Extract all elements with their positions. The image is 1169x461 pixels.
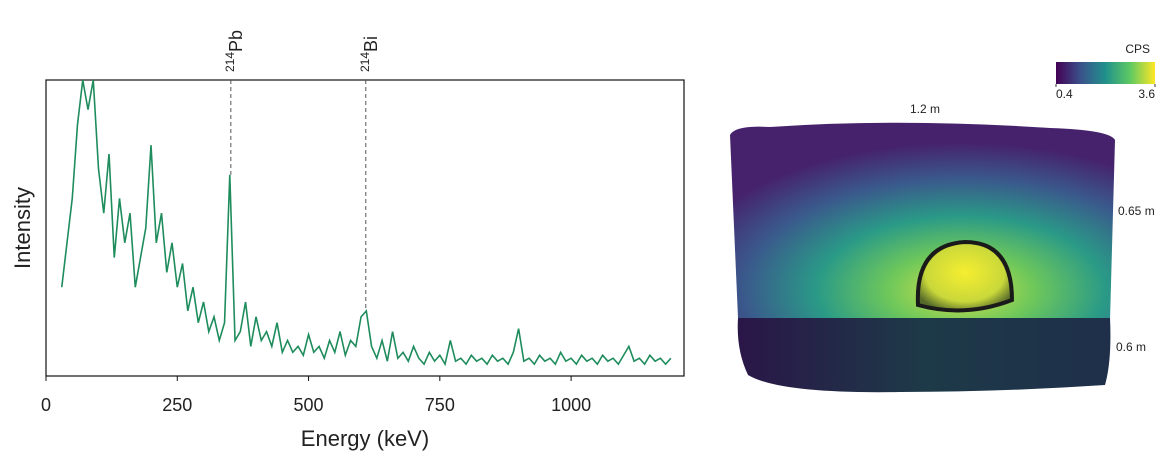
x-tick-label: 0 bbox=[41, 395, 51, 415]
plot-frame bbox=[45, 79, 685, 377]
peak-mass: 214 bbox=[223, 52, 237, 72]
dimension-label: 1.2 m bbox=[910, 102, 940, 116]
x-tick-label: 1000 bbox=[551, 395, 591, 415]
x-tick-label: 500 bbox=[294, 395, 324, 415]
dimension-label: 0.65 m bbox=[1118, 204, 1155, 218]
dimension-label: 0.6 m bbox=[1116, 340, 1146, 354]
x-tick-label: 750 bbox=[425, 395, 455, 415]
spectrum-line bbox=[60, 79, 672, 367]
peak-symbol: Pb bbox=[226, 30, 246, 52]
colorbar-tick-label: 3.6 bbox=[1138, 87, 1155, 101]
floor-scan bbox=[737, 318, 1111, 393]
colorbar-tick-label: 0.4 bbox=[1056, 87, 1073, 101]
spectrum-panel: Intensity Energy (keV) bbox=[10, 79, 685, 451]
x-axis-label: Energy (keV) bbox=[301, 426, 429, 451]
colorbar-label: CPS bbox=[1125, 42, 1150, 56]
scan-panel: CPS 1.2 m 0.65 m 0.6 m bbox=[730, 42, 1155, 393]
peak-label: 214Pb bbox=[223, 30, 246, 72]
peak-label: 214Bi bbox=[358, 36, 381, 72]
colorbar bbox=[1056, 62, 1155, 84]
peak-mass: 214 bbox=[358, 52, 372, 72]
peak-symbol: Bi bbox=[361, 36, 381, 52]
source-dome bbox=[915, 239, 1015, 313]
y-axis-label: Intensity bbox=[10, 187, 35, 269]
wall-scan bbox=[730, 122, 1115, 320]
x-tick-label: 250 bbox=[162, 395, 192, 415]
